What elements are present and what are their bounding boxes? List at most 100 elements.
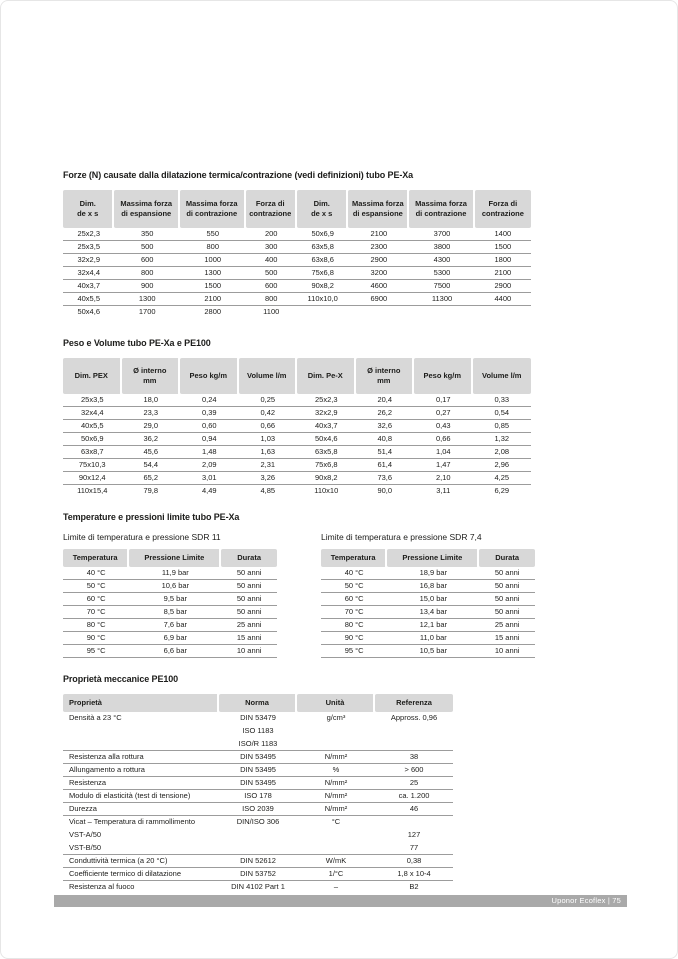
table-cell: 6,29 — [494, 487, 510, 495]
table-body: 40 °C 11,9 bar 50 anni 50 °C 10,6 bar 50 anni… — [63, 567, 277, 658]
column-header: Referenza — [375, 694, 453, 712]
column-header: Dim. PEX — [63, 358, 122, 394]
column-header: Durata — [479, 549, 535, 567]
table-cell: 3800 — [433, 243, 451, 251]
table-row: 90x12,4 65,2 3,01 3,26 90x8,2 73,6 2,10 4,25 — [63, 472, 531, 485]
table-row: Resistenza al fuoco DIN 4102 Part 1 – B2 — [63, 881, 453, 894]
table-cell: DIN/ISO 306 — [236, 818, 280, 826]
table-cell: 51,4 — [377, 448, 393, 456]
table-cell: 3,11 — [436, 487, 451, 495]
table-cell: 0,27 — [435, 409, 451, 417]
table-cell: 25x3,5 — [77, 243, 100, 251]
table-row: 50 °C 10,6 bar 50 anni — [63, 580, 277, 593]
table-cell: 500 — [140, 243, 154, 251]
table-cell: 60 °C — [344, 595, 364, 603]
sdr11-block: Limite di temperatura e pressione SDR 11… — [63, 532, 277, 658]
table-row: 50 °C 16,8 bar 50 anni — [321, 580, 535, 593]
column-header: Peso kg/m — [414, 358, 473, 394]
table-cell: 80 °C — [344, 621, 364, 629]
table-cell: 1,04 — [435, 448, 451, 456]
table-cell: N/mm² — [324, 792, 348, 800]
table-cell: 2100 — [494, 269, 512, 277]
table-cell: 46 — [409, 805, 419, 813]
forces-table: Dim. de x s Massima forza di espansione Ma… — [63, 190, 531, 319]
table-cell: 3700 — [433, 230, 451, 238]
table-cell: 40 °C — [344, 569, 364, 577]
column-header: Pressione Limite — [387, 549, 480, 567]
table-cell: 50 anni — [236, 582, 262, 590]
table-row: 25x3,5 18,0 0,24 0,25 25x2,3 20,4 0,17 0,33 — [63, 394, 531, 407]
sdr11-table: Temperatura Pressione Limite Durata 40 °C 11… — [63, 549, 277, 658]
table-cell: 40x3,7 — [314, 422, 338, 430]
table-cell: 90 °C — [86, 634, 106, 642]
table-cell: Allungamento a rottura — [69, 766, 145, 774]
column-header: Dim. de x s — [296, 190, 349, 228]
table-cell: 600 — [264, 282, 278, 290]
table-header-row: Dim. PEX Ø interno mm Peso kg/m Volume l/m D… — [63, 358, 531, 394]
table-cell: 1,63 — [260, 448, 276, 456]
table-cell: 50x6,9 — [311, 230, 334, 238]
table-cell: 80 °C — [86, 621, 106, 629]
table-cell: 18,9 bar — [419, 569, 448, 577]
table-row: 60 °C 9,5 bar 50 anni — [63, 593, 277, 606]
table-cell: 61,4 — [377, 461, 393, 469]
table-cell: 0,43 — [435, 422, 451, 430]
table-cell: 25x2,3 — [314, 396, 338, 404]
table-cell: 70 °C — [86, 608, 106, 616]
table-cell: 0,42 — [260, 409, 276, 417]
section-temperature-pressioni: Temperature e pressioni limite tubo PE-X… — [63, 511, 535, 658]
table-cell: 1400 — [494, 230, 512, 238]
table-cell: 50 anni — [494, 608, 520, 616]
table-cell: – — [333, 883, 339, 891]
table-cell: 25x2,3 — [77, 230, 100, 238]
table-cell: 11300 — [431, 295, 453, 303]
table-cell: 4,25 — [494, 474, 510, 482]
table-cell: 32x2,9 — [314, 409, 338, 417]
column-header: Peso kg/m — [180, 358, 239, 394]
table-cell: 800 — [206, 243, 219, 251]
table-header-row: Dim. de x s Massima forza di espansione Ma… — [63, 190, 531, 228]
table-cell: 2900 — [370, 256, 388, 264]
table-cell: 50x4,6 — [314, 435, 338, 443]
column-header: Massima forza di espansione — [114, 190, 180, 228]
table-cell: 2100 — [370, 230, 388, 238]
table-cell: 40x3,7 — [77, 282, 100, 290]
table-cell: 4,49 — [201, 487, 217, 495]
table-cell: 550 — [206, 230, 219, 238]
table-row: ISO 1183 — [63, 725, 453, 738]
table-cell: 900 — [140, 282, 154, 290]
table-cell: 2100 — [204, 295, 222, 303]
table-cell: 77 — [409, 844, 419, 852]
table-cell: 50 anni — [494, 582, 520, 590]
table-cell: 0,39 — [201, 409, 217, 417]
table-cell: g/cm³ — [326, 714, 346, 722]
table-cell: 3,01 — [201, 474, 217, 482]
table-cell: 63x8,6 — [311, 256, 334, 264]
table-cell: 2,96 — [494, 461, 510, 469]
column-header: Unità — [297, 694, 375, 712]
table-cell: 75x6,8 — [311, 269, 334, 277]
table-row: 25x3,5 500 800 300 63x5,8 2300 3800 1500 — [63, 241, 531, 254]
table-header-row: Proprietà Norma Unità Referenza — [63, 694, 453, 712]
table-cell: Vicat – Temperatura di rammollimento — [69, 818, 196, 826]
table-cell: 0,25 — [260, 396, 276, 404]
table-row: 40 °C 11,9 bar 50 anni — [63, 567, 277, 580]
table-cell: 4400 — [494, 295, 512, 303]
table-row: ISO/R 1183 — [63, 738, 453, 751]
table-cell: 65,2 — [143, 474, 159, 482]
table-cell: 7,6 bar — [163, 621, 188, 629]
table-row: 40x5,5 1300 2100 800 110x10,0 6900 11300 4400 — [63, 293, 531, 306]
table-cell: 95 °C — [344, 647, 364, 655]
table-cell: 0,66 — [435, 435, 451, 443]
column-header: Norma — [219, 694, 297, 712]
table-cell: 0,24 — [201, 396, 217, 404]
table-cell: 6900 — [370, 295, 388, 303]
table-row: VST-B/50 77 — [63, 842, 453, 855]
table-cell: 1,8 x 10-4 — [397, 870, 431, 878]
table-cell: 110x10 — [314, 487, 339, 495]
table-cell: DIN 53495 — [240, 753, 276, 761]
table-cell: 0,17 — [435, 396, 451, 404]
table-cell: W/mK — [325, 857, 347, 865]
table-cell: 50 anni — [494, 595, 520, 603]
table-row: 32x4,4 23,3 0,39 0,42 32x2,9 26,2 0,27 0,54 — [63, 407, 531, 420]
